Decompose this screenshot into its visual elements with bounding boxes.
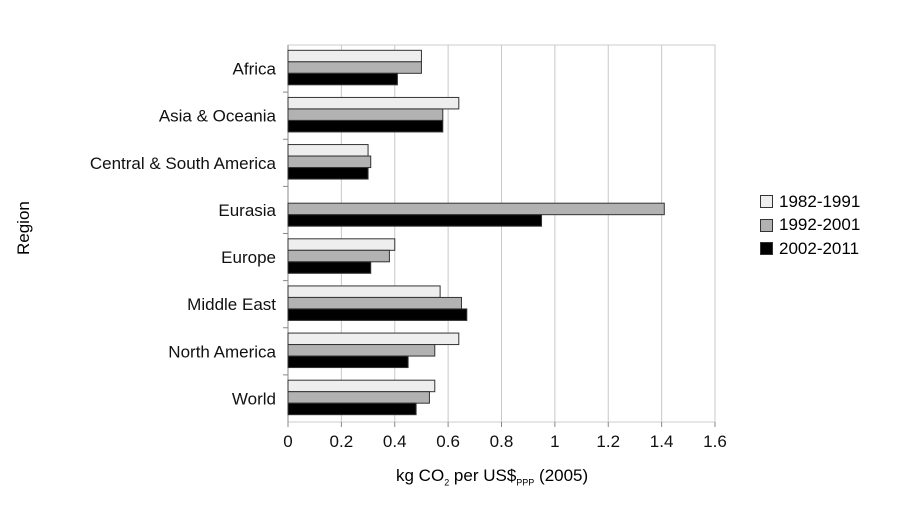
- bar-2002-2011: [287, 261, 372, 274]
- bar-1992-2001: [287, 344, 436, 357]
- category-label: Middle East: [187, 295, 276, 314]
- legend-swatch: [760, 195, 773, 209]
- bar-1982-1991: [287, 96, 460, 110]
- legend-label: 1982-1991: [779, 191, 861, 211]
- category-label: Eurasia: [218, 201, 276, 220]
- legend-swatch: [760, 242, 773, 256]
- x-tick-label: 1.2: [596, 432, 620, 451]
- bar-2002-2011: [287, 167, 369, 180]
- bar-2002-2011: [287, 214, 543, 227]
- x-tick-label: 1.4: [650, 432, 674, 451]
- x-tick-label: 1: [550, 432, 559, 451]
- legend-label: 1992-2001: [779, 215, 861, 235]
- legend-item-3: 2002-2011: [760, 237, 860, 261]
- bar-1992-2001: [287, 296, 462, 310]
- x-tick-label: 1.6: [703, 432, 727, 451]
- bar-1982-1991: [287, 144, 369, 157]
- x-tick-label: 0.8: [490, 432, 514, 451]
- x-tick-label: 0.6: [436, 432, 460, 451]
- x-tick-label: 0.4: [383, 432, 407, 451]
- legend-item-2: 1992-2001: [760, 214, 860, 238]
- bar-2002-2011: [287, 355, 409, 369]
- category-label: Africa: [233, 60, 277, 79]
- bar-1992-2001: [287, 61, 422, 74]
- bar-1982-1991: [287, 332, 460, 346]
- bar-1992-2001: [287, 391, 430, 404]
- bar-1992-2001: [287, 202, 665, 216]
- bar-1992-2001: [287, 108, 444, 121]
- bar-2002-2011: [287, 402, 417, 416]
- bar-2002-2011: [287, 308, 468, 321]
- bar-1982-1991: [287, 285, 441, 298]
- legend-item-1: 1982-1991: [760, 190, 860, 214]
- legend: 1982-1991 1992-2001 2002-2011: [760, 190, 860, 261]
- bar-2002-2011: [287, 72, 398, 86]
- bar-1982-1991: [287, 379, 436, 393]
- x-tick-label: 0.2: [330, 432, 354, 451]
- category-label: World: [232, 389, 276, 408]
- category-label: North America: [168, 342, 276, 361]
- bar-1982-1991: [287, 49, 422, 63]
- category-label: Asia & Oceania: [159, 107, 277, 126]
- legend-label: 2002-2011: [779, 238, 860, 258]
- y-axis-label: Region: [14, 201, 33, 255]
- category-label: Central & South America: [90, 154, 277, 173]
- x-axis-label: kg CO2 per US$PPP (2005): [396, 466, 589, 488]
- legend-swatch: [760, 218, 773, 232]
- bar-1982-1991: [287, 238, 396, 251]
- bar-1992-2001: [287, 249, 390, 263]
- bar-2002-2011: [287, 119, 444, 133]
- x-tick-label: 0: [283, 432, 292, 451]
- bar-1992-2001: [287, 155, 372, 169]
- category-label: Europe: [221, 248, 276, 267]
